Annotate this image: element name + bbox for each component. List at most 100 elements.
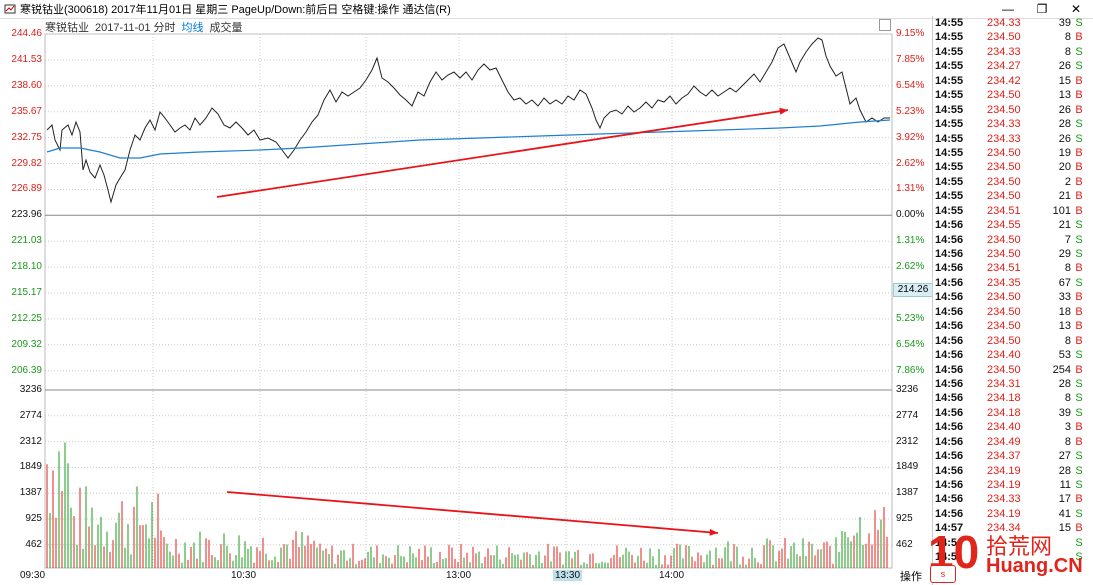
tick-row[interactable]: 14:56 234.19 28 S bbox=[935, 464, 1093, 478]
tick-row[interactable]: 14:55 234.27 26 S bbox=[935, 59, 1093, 73]
volume-tick-label: 1849 bbox=[19, 461, 42, 473]
tick-side: S bbox=[1075, 248, 1083, 260]
tick-volume: 67 bbox=[1058, 276, 1071, 289]
price-tick-label: 238.60 bbox=[11, 79, 42, 91]
tick-row[interactable]: 14:55 234.33 26 S bbox=[935, 132, 1093, 146]
tick-side: S bbox=[1075, 551, 1083, 564]
tick-price: 234.27 bbox=[987, 60, 1021, 73]
tick-row[interactable]: 14:56 234.50 33 B bbox=[935, 290, 1093, 304]
tick-price: 234.42 bbox=[987, 74, 1021, 87]
time-axis-label: 14:00 bbox=[659, 570, 685, 581]
tick-price: 234.50 bbox=[987, 146, 1021, 159]
tick-volume: 7 bbox=[1064, 233, 1071, 246]
tick-row[interactable]: 14:55 234.50 13 B bbox=[935, 88, 1093, 102]
tick-row[interactable]: 14:56 234.50 29 S bbox=[935, 247, 1093, 261]
tick-row[interactable]: 14:5 S bbox=[935, 550, 1093, 564]
tick-row[interactable]: 14:56 234.37 27 S bbox=[935, 449, 1093, 463]
chart-subbar: 寒锐钴业 2017-11-01 分时 均线 成交量 bbox=[45, 19, 243, 34]
tick-time: 14:56 bbox=[935, 421, 964, 434]
tick-row[interactable]: 14:56 234.40 53 S bbox=[935, 348, 1093, 362]
tick-volume: 18 bbox=[1058, 305, 1071, 318]
tick-row[interactable]: 14:55 234.50 26 B bbox=[935, 103, 1093, 117]
price-tick-label: 206.39 bbox=[11, 364, 42, 376]
tick-row[interactable]: 14:57 234.34 15 B bbox=[935, 521, 1093, 535]
tick-volume: 21 bbox=[1058, 219, 1071, 232]
restore-button[interactable]: ❐ bbox=[1036, 2, 1048, 16]
tick-time: 14:56 bbox=[935, 248, 964, 260]
tick-price: 234.33 bbox=[987, 493, 1021, 506]
tick-row[interactable]: 14:56 234.18 8 S bbox=[935, 391, 1093, 405]
pct-tick-label: 3.92% bbox=[896, 131, 925, 143]
tick-row[interactable]: 14:56 234.19 11 S bbox=[935, 478, 1093, 492]
tick-side: B bbox=[1075, 146, 1083, 159]
minimize-button[interactable]: — bbox=[1002, 2, 1014, 16]
tick-row[interactable]: 14:55 234.51 101 B bbox=[935, 204, 1093, 218]
price-tick-label: 215.17 bbox=[11, 287, 42, 298]
tick-row[interactable]: 14:55 234.50 8 B bbox=[935, 30, 1093, 44]
tick-row[interactable]: 14:56 234.50 254 B bbox=[935, 363, 1093, 377]
tick-row[interactable]: 14:55 234.50 21 B bbox=[935, 189, 1093, 203]
pct-tick-label: 2.62% bbox=[896, 157, 925, 169]
tick-row[interactable]: 14:55 234.33 39 S bbox=[935, 16, 1093, 30]
tick-list[interactable]: 14:55 234.33 39 S 14:55 234.50 8 B 14:55 234.33 8 S… bbox=[935, 16, 1093, 565]
tick-side: S bbox=[1075, 349, 1083, 362]
tick-time: 14:55 bbox=[935, 60, 964, 73]
tick-row[interactable]: 14:5 S bbox=[935, 536, 1093, 550]
uptrend-arrow bbox=[216, 109, 789, 198]
tick-time: 14:55 bbox=[935, 103, 964, 116]
tick-row[interactable]: 14:56 234.40 3 B bbox=[935, 420, 1093, 434]
tick-row[interactable]: 14:56 234.31 28 S bbox=[935, 377, 1093, 391]
tick-row[interactable]: 14:56 234.18 39 S bbox=[935, 406, 1093, 420]
tick-row[interactable]: 14:56 234.50 18 B bbox=[935, 305, 1093, 319]
tick-price: 234.50 bbox=[987, 305, 1021, 318]
tick-row[interactable]: 14:56 234.33 17 B bbox=[935, 492, 1093, 506]
tick-time: 14:56 bbox=[935, 334, 964, 347]
tick-time: 14:56 bbox=[935, 276, 964, 289]
window-controls: — ❐ ✕ bbox=[991, 0, 1093, 18]
tick-row[interactable]: 14:56 234.50 13 B bbox=[935, 319, 1093, 333]
tick-row[interactable]: 14:55 234.33 28 S bbox=[935, 117, 1093, 131]
tick-side: B bbox=[1075, 204, 1083, 217]
tick-time: 14:55 bbox=[935, 89, 964, 102]
pct-tick-label: 5.23% bbox=[896, 105, 925, 117]
tick-volume: 2 bbox=[1064, 175, 1071, 188]
tick-time: 14:56 bbox=[935, 363, 964, 376]
tick-volume: 39 bbox=[1058, 17, 1071, 29]
tick-volume: 28 bbox=[1058, 118, 1071, 131]
tick-row[interactable]: 14:55 234.33 8 S bbox=[935, 45, 1093, 59]
tick-time: 14:56 bbox=[935, 392, 964, 405]
tick-row[interactable]: 14:55 234.50 20 B bbox=[935, 160, 1093, 174]
tick-row[interactable]: 14:56 234.50 8 B bbox=[935, 334, 1093, 348]
tick-volume: 26 bbox=[1058, 60, 1071, 73]
price-line bbox=[46, 37, 890, 204]
tick-volume: 28 bbox=[1058, 464, 1071, 477]
tick-side: S bbox=[1075, 450, 1083, 463]
tick-row[interactable]: 14:56 234.19 41 S bbox=[935, 507, 1093, 521]
pct-tick-label: 7.85% bbox=[896, 53, 925, 65]
tick-volume: 13 bbox=[1058, 89, 1071, 102]
tick-price: 234.18 bbox=[987, 406, 1021, 419]
tick-time: 14:55 bbox=[935, 190, 964, 203]
operate-button[interactable]: 操作 bbox=[900, 571, 922, 583]
avg-line-label[interactable]: 均线 bbox=[181, 22, 204, 34]
tick-row[interactable]: 14:55 234.50 19 B bbox=[935, 146, 1093, 160]
tick-row[interactable]: 14:56 234.51 8 B bbox=[935, 261, 1093, 275]
tick-row[interactable]: 14:56 234.50 7 S bbox=[935, 233, 1093, 247]
tick-price: 234.33 bbox=[987, 132, 1021, 145]
tick-row[interactable]: 14:56 234.55 21 S bbox=[935, 218, 1093, 232]
tick-row[interactable]: 14:55 234.42 15 B bbox=[935, 74, 1093, 88]
tick-volume: 39 bbox=[1058, 406, 1071, 419]
tick-row[interactable]: 14:56 234.49 8 B bbox=[935, 435, 1093, 449]
tick-side: S bbox=[1075, 132, 1083, 145]
tick-time: 14:56 bbox=[935, 233, 964, 246]
tick-volume: 19 bbox=[1058, 146, 1071, 159]
tick-row[interactable]: 14:56 234.35 67 S bbox=[935, 276, 1093, 290]
tick-row[interactable]: 14:55 234.50 2 B bbox=[935, 175, 1093, 189]
pct-tick-label: 9.15% bbox=[896, 28, 925, 39]
close-button[interactable]: ✕ bbox=[1070, 2, 1082, 16]
price-tick-label: 244.46 bbox=[11, 28, 42, 39]
tick-side: B bbox=[1075, 522, 1083, 535]
tick-volume: 29 bbox=[1058, 248, 1071, 260]
chart-frame-toggle-icon[interactable] bbox=[879, 19, 891, 31]
